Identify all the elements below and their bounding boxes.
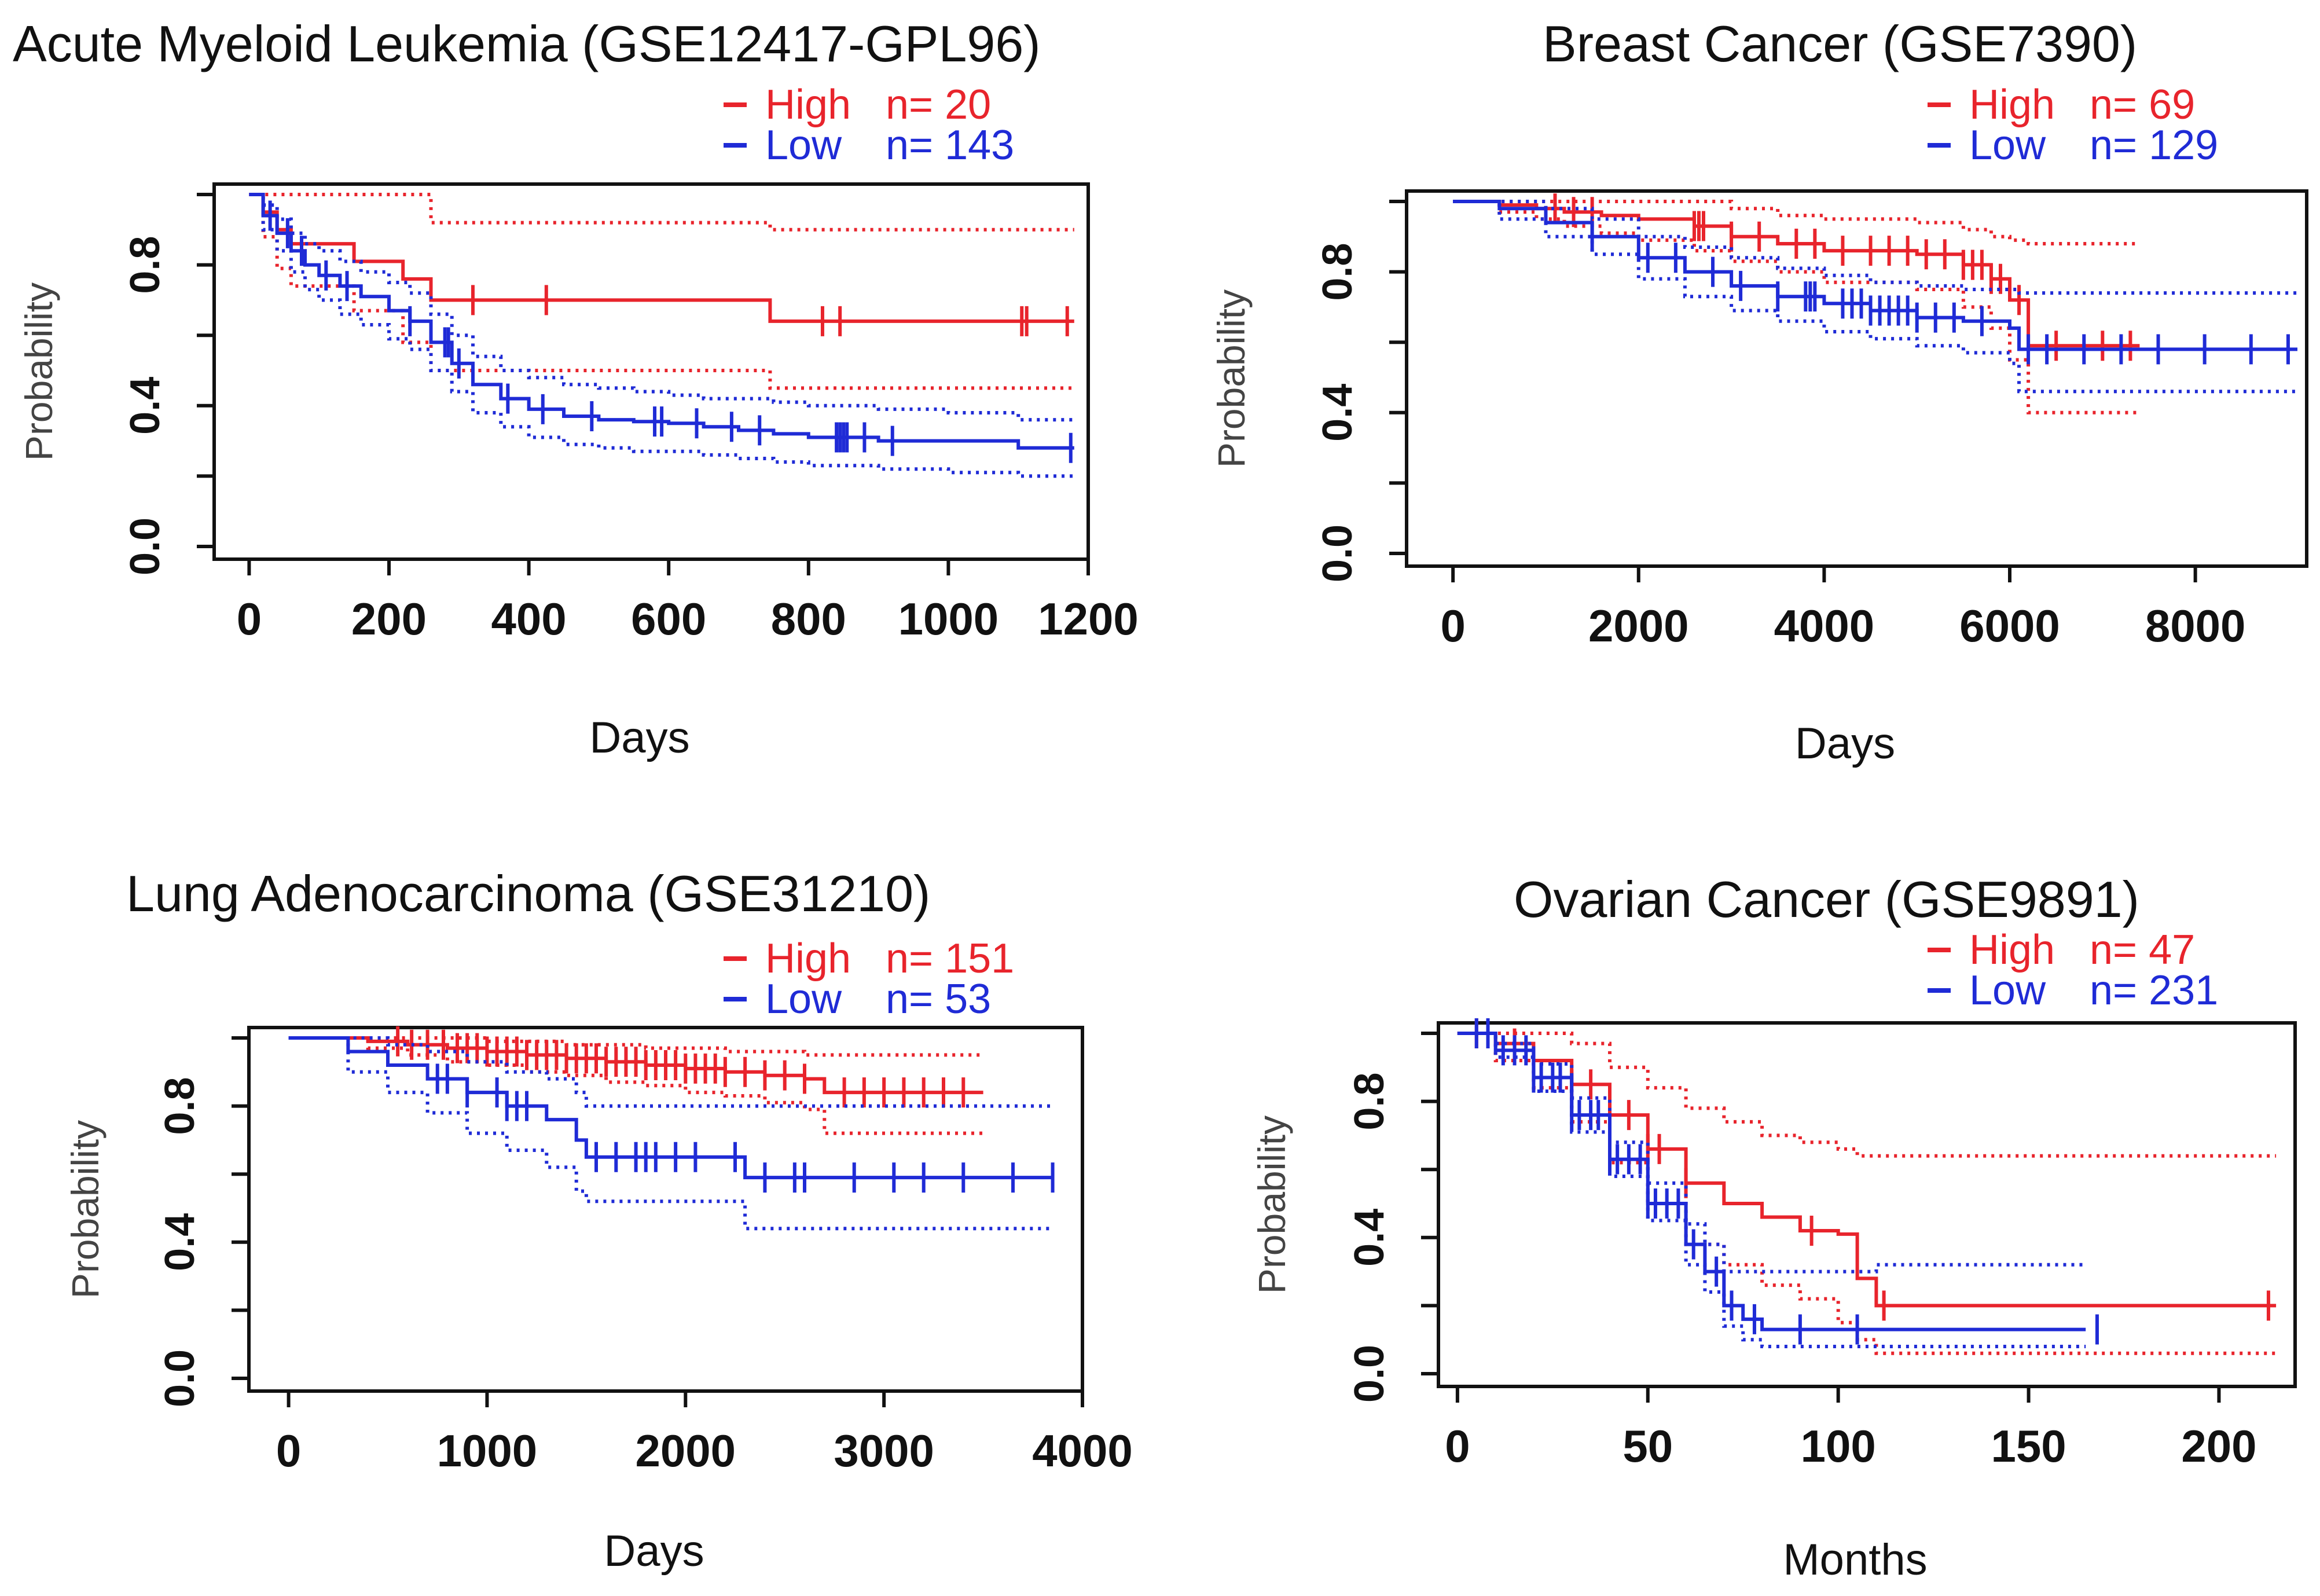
legend-count-low: n= 53 (886, 976, 991, 1022)
x-tick-label: 800 (771, 593, 846, 644)
x-tick-label: 100 (1801, 1421, 1876, 1472)
ci-lower-high (1453, 200, 2140, 414)
x-axis-title: Days (1795, 719, 1895, 768)
x-tick-label: 2000 (1588, 600, 1689, 651)
y-tick-label: 0.0 (122, 518, 168, 575)
survival-curve-low (249, 193, 1074, 450)
x-tick-label: 400 (491, 593, 567, 644)
ci-upper-low (288, 1036, 1053, 1108)
ci-upper-high (1453, 200, 2140, 245)
y-tick-label: 0.8 (157, 1077, 203, 1135)
ci-upper-high (1457, 1032, 2277, 1158)
y-axis-title: Probability (1210, 289, 1253, 468)
y-axis-title: Probability (64, 1120, 107, 1298)
legend-label-high: High (765, 82, 851, 128)
ci-lower-high (249, 193, 1074, 390)
x-tick-label: 6000 (1959, 600, 2060, 651)
km-panel-2: 0 1000 2000 3000 4000 0.0 0.4 0.8 Days Probabilit… (64, 935, 1133, 1576)
km-panel-0: 0 200 400 600 800 1000 1200 0.0 0.4 0.8 Days Probab… (17, 82, 1139, 762)
legend-count-low: n= 231 (2090, 967, 2218, 1014)
survival-curve-low (288, 1036, 1053, 1180)
y-tick-label: 0.0 (157, 1349, 203, 1407)
legend-label-high: High (765, 935, 851, 982)
legend-label-low: Low (765, 976, 842, 1022)
ci-lower-low (288, 1036, 1053, 1231)
x-axis-title: Days (589, 713, 689, 762)
panel-title-breast: Breast Cancer (GSE7390) (1543, 15, 2138, 72)
x-tick-label: 1000 (437, 1425, 538, 1476)
x-tick-label: 150 (1991, 1421, 2066, 1472)
x-tick-label: 0 (237, 593, 262, 644)
legend-label-high: High (1969, 927, 2055, 973)
x-tick-label: 3000 (834, 1425, 934, 1476)
legend-count-low: n= 143 (886, 122, 1014, 168)
x-tick-label: 1200 (1038, 593, 1139, 644)
x-axis-title: Days (604, 1527, 704, 1576)
plot-frame (1405, 189, 2308, 568)
y-tick-label: 0.8 (122, 236, 168, 294)
x-tick-label: 8000 (2145, 600, 2246, 651)
y-tick-label: 0.8 (1315, 243, 1361, 301)
plot-frame (212, 182, 1090, 561)
survival-curve-low (1453, 200, 2297, 351)
y-tick-label: 0.4 (1315, 384, 1361, 442)
x-axis-title: Months (1783, 1535, 1927, 1584)
legend-count-high: n= 47 (2090, 927, 2195, 973)
legend-count-high: n= 151 (886, 935, 1014, 982)
legend-count-high: n= 20 (886, 82, 991, 128)
ci-upper-high (249, 193, 1074, 232)
legend-count-low: n= 129 (2090, 122, 2218, 168)
x-tick-label: 0 (1440, 600, 1465, 651)
ci-upper-low (1457, 1032, 2086, 1274)
x-tick-label: 0 (1445, 1421, 1470, 1472)
ci-lower-low (1453, 200, 2297, 394)
y-tick-label: 0.4 (157, 1213, 203, 1271)
legend-label-low: Low (1969, 967, 2046, 1014)
y-tick-label: 0.8 (1346, 1073, 1393, 1131)
km-panel-1: 0 2000 4000 6000 8000 0.0 0.4 0.8 Days Probabilit… (1210, 82, 2308, 768)
plot-frame (1437, 1021, 2297, 1388)
x-tick-label: 4000 (1774, 600, 1875, 651)
panel-title-ovarian: Ovarian Cancer (GSE9891) (1514, 871, 2139, 928)
survival-curve-high (249, 193, 1074, 323)
x-tick-label: 0 (276, 1425, 301, 1476)
panel-title-aml: Acute Myeloid Leukemia (GSE12417-GPL96) (13, 15, 1041, 72)
km-panel-3: 0 50 100 150 200 0.0 0.4 0.8 Months Probability Hi… (1250, 927, 2297, 1584)
x-tick-label: 2000 (636, 1425, 736, 1476)
x-tick-label: 4000 (1032, 1425, 1133, 1476)
ci-lower-low (249, 193, 1074, 478)
legend-label-low: Low (765, 122, 842, 168)
y-tick-label: 0.4 (1346, 1209, 1393, 1267)
x-tick-label: 200 (351, 593, 427, 644)
ci-upper-low (249, 193, 1074, 422)
y-tick-label: 0.0 (1346, 1345, 1393, 1403)
legend-label-high: High (1969, 82, 2055, 128)
x-tick-label: 50 (1622, 1421, 1673, 1472)
x-tick-label: 600 (631, 593, 706, 644)
survival-curve-high (1457, 1032, 2277, 1308)
legend-label-low: Low (1969, 122, 2046, 168)
y-tick-label: 0.0 (1315, 524, 1361, 582)
plot-frame (247, 1026, 1084, 1393)
y-tick-label: 0.4 (122, 377, 168, 435)
legend-count-high: n= 69 (2090, 82, 2195, 128)
x-tick-label: 1000 (898, 593, 999, 644)
y-axis-title: Probability (17, 282, 60, 461)
x-tick-label: 200 (2181, 1421, 2256, 1472)
y-axis-title: Probability (1250, 1116, 1293, 1294)
ci-upper-low (1453, 200, 2297, 295)
panel-title-lung: Lung Adenocarcinoma (GSE31210) (126, 865, 931, 922)
